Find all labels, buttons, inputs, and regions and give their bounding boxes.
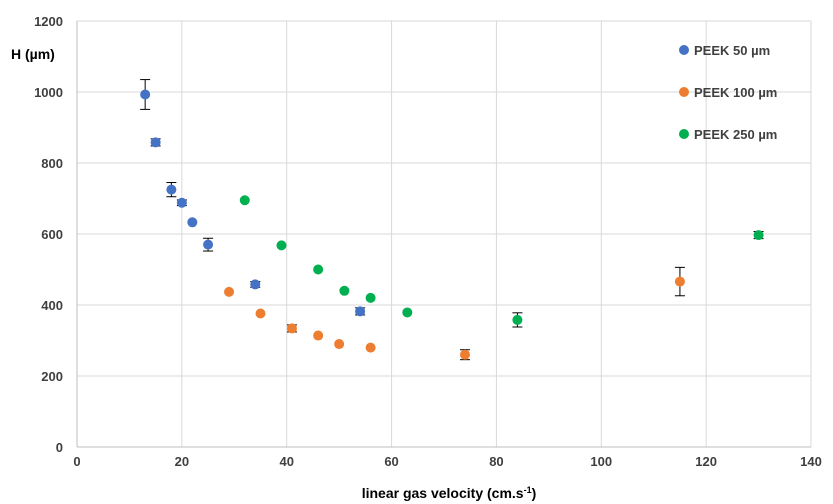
- x-tick-label: 40: [279, 454, 293, 469]
- x-tick-label: 120: [695, 454, 717, 469]
- x-tick-label: 100: [590, 454, 612, 469]
- data-point-series-3: [365, 292, 376, 303]
- data-point-series-3: [339, 285, 350, 296]
- data-point-series-2: [334, 339, 345, 350]
- y-tick-label: 1000: [34, 85, 63, 100]
- data-point-series-1: [203, 239, 214, 250]
- legend-marker: [679, 129, 689, 139]
- x-axis-title: linear gas velocity (cm.s-1): [362, 485, 537, 501]
- axis-layer: [76, 21, 811, 448]
- x-tick-label: 80: [489, 454, 503, 469]
- legend-label: PEEK 50 µm: [694, 43, 770, 58]
- y-tick-label: 400: [41, 298, 63, 313]
- tick-labels: 0 200 400 600 800 1000 1200 0 20 40 60 80 100 120 140: [34, 14, 822, 469]
- data-point-series-3: [753, 230, 764, 241]
- legend: PEEK 50 µm PEEK 100 µm PEEK 250 µm: [679, 43, 777, 142]
- data-points: [140, 89, 764, 360]
- data-point-series-2: [255, 308, 266, 319]
- data-point-series-1: [176, 197, 187, 208]
- data-point-series-2: [674, 276, 685, 287]
- data-point-series-2: [459, 349, 470, 360]
- legend-marker: [679, 45, 689, 55]
- data-point-series-3: [239, 195, 250, 206]
- y-tick-label: 800: [41, 156, 63, 171]
- x-axis-title-end: ): [532, 485, 537, 501]
- y-axis-title: H (µm): [11, 46, 55, 62]
- data-point-series-1: [355, 306, 366, 317]
- data-point-series-3: [276, 240, 287, 251]
- grid-layer: [77, 20, 812, 447]
- data-point-series-1: [187, 217, 198, 228]
- data-point-series-1: [166, 184, 177, 195]
- data-point-series-2: [224, 286, 235, 297]
- legend-label: PEEK 100 µm: [694, 85, 777, 100]
- data-point-series-1: [250, 279, 261, 290]
- y-tick-label: 200: [41, 369, 63, 384]
- x-tick-label: 20: [175, 454, 189, 469]
- data-point-series-2: [286, 323, 297, 334]
- data-point-series-3: [402, 307, 413, 318]
- data-point-series-2: [365, 342, 376, 353]
- x-tick-label: 140: [800, 454, 822, 469]
- data-point-series-3: [313, 264, 324, 275]
- legend-marker: [679, 87, 689, 97]
- x-axis-title-main: linear gas velocity (cm.s: [362, 485, 524, 501]
- data-point-series-2: [313, 330, 324, 341]
- x-axis-title-superscript: -1: [524, 485, 532, 495]
- data-point-series-1: [150, 137, 161, 148]
- x-tick-label: 60: [384, 454, 398, 469]
- x-tick-label: 0: [73, 454, 80, 469]
- y-tick-label: 1200: [34, 14, 63, 29]
- y-tick-label: 0: [56, 440, 63, 455]
- data-point-series-1: [140, 89, 151, 100]
- legend-label: PEEK 250 µm: [694, 127, 777, 142]
- data-point-series-3: [512, 314, 523, 325]
- error-bars: [140, 79, 764, 361]
- y-tick-label: 600: [41, 227, 63, 242]
